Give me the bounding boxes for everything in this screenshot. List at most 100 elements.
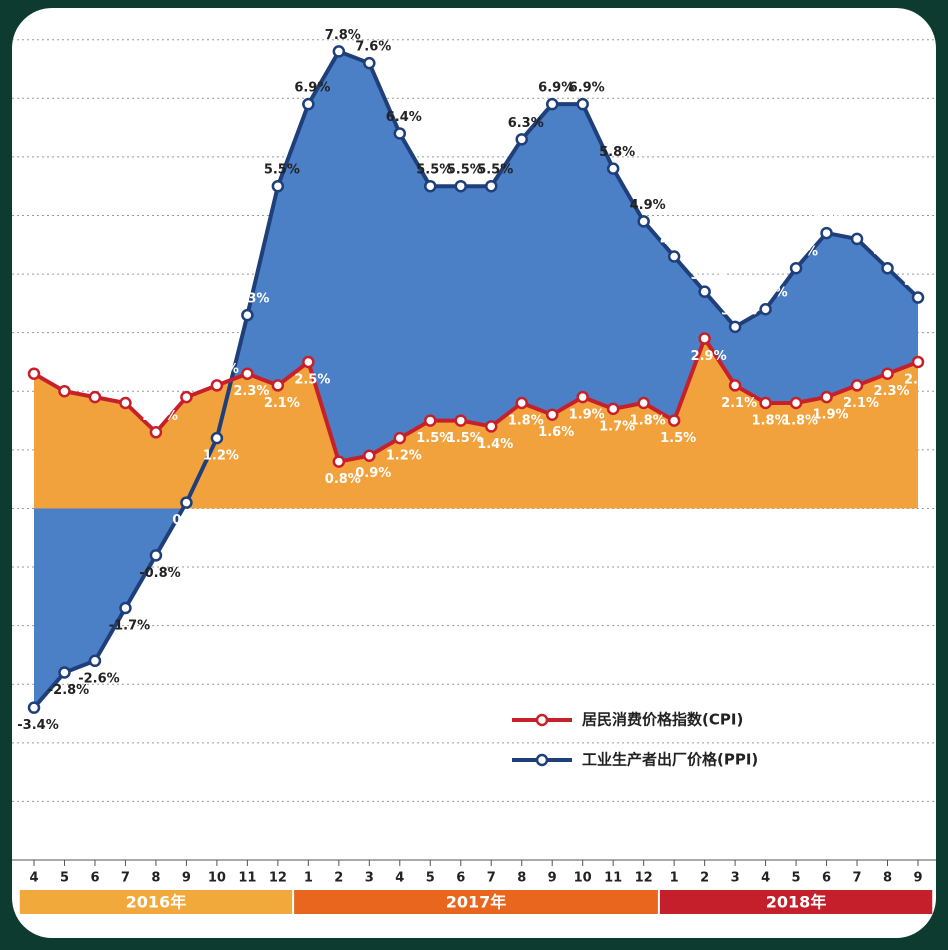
- data-label: 2.3%: [233, 384, 269, 399]
- x-tick-label: 2: [334, 871, 343, 886]
- x-tick-label: 12: [269, 871, 287, 886]
- point: [27, 701, 41, 714]
- point: [58, 385, 71, 398]
- point: [484, 420, 498, 433]
- data-label: 6.9%: [294, 81, 330, 96]
- data-label: 1.7%: [599, 419, 635, 434]
- point: [363, 449, 376, 462]
- data-label: 5.5%: [447, 163, 483, 178]
- x-tick-label: 1: [304, 871, 313, 886]
- data-label: 1.9%: [813, 408, 849, 423]
- data-label: 1.4%: [477, 437, 513, 452]
- x-tick-label: 12: [635, 871, 653, 886]
- data-label: 4.3%: [660, 233, 696, 248]
- point: [454, 414, 468, 427]
- point: [149, 426, 163, 439]
- data-label: 3.3%: [233, 292, 269, 307]
- data-label: 1.8%: [752, 413, 788, 428]
- line: [32, 48, 920, 709]
- x-tick-label: 6: [456, 871, 465, 886]
- point: [515, 396, 528, 410]
- data-label: 1.3%: [142, 409, 178, 424]
- x-tick-label: 9: [548, 871, 557, 886]
- x-tick-label: 3: [365, 871, 374, 886]
- point: [637, 396, 650, 410]
- point: [271, 379, 285, 392]
- data-label: 2.1%: [264, 396, 300, 411]
- point: [576, 97, 589, 111]
- point: [667, 414, 681, 427]
- point: [789, 261, 803, 275]
- point: [637, 215, 650, 228]
- point: [820, 390, 833, 404]
- point: [545, 97, 559, 111]
- point: [606, 402, 620, 416]
- year-label: 2016年: [126, 893, 187, 912]
- data-label: 5.5%: [416, 163, 452, 178]
- data-label: 4.6%: [843, 215, 879, 230]
- x-tick-label: 8: [517, 871, 526, 886]
- point: [576, 390, 589, 404]
- point: [180, 496, 193, 509]
- year-band: [659, 890, 933, 914]
- data-label: 2.3%: [20, 350, 56, 365]
- data-label: 2.5%: [294, 372, 330, 387]
- point: [881, 261, 894, 275]
- point: [850, 232, 864, 246]
- point: [332, 45, 346, 58]
- point: [515, 133, 528, 146]
- point: [119, 601, 132, 615]
- point: [424, 179, 437, 193]
- x-tick-label: 9: [913, 871, 922, 886]
- data-label: -3.4%: [17, 718, 58, 733]
- point: [728, 379, 742, 392]
- point: [88, 654, 102, 668]
- point: [728, 320, 742, 334]
- data-label: 4.7%: [813, 210, 849, 225]
- point: [698, 285, 711, 298]
- point: [88, 390, 102, 404]
- point: [241, 308, 254, 322]
- point: [393, 127, 407, 140]
- data-label: 6.9%: [569, 81, 605, 96]
- data-label: 1.5%: [660, 431, 696, 446]
- x-tick-label: 2: [700, 871, 709, 886]
- data-label: 6.9%: [538, 81, 574, 96]
- x-tick-label: 7: [121, 871, 130, 886]
- point: [484, 179, 498, 193]
- x-tick-label: 5: [792, 871, 801, 886]
- x-tick-label: 5: [60, 871, 69, 886]
- point: [210, 431, 224, 445]
- x-tick-label: 4: [29, 871, 38, 886]
- year-band: [19, 890, 293, 914]
- data-label: 1.2%: [203, 449, 239, 464]
- card: -3.4% -2.8% -2.6% -1.7% -0.8% 0.1% 1.2% 3.3% 5.5…: [12, 8, 936, 938]
- data-label: -1.7%: [109, 619, 150, 634]
- data-label: -2.6%: [78, 671, 119, 686]
- data-label: 1.8%: [782, 413, 818, 428]
- data-label: 1.5%: [447, 431, 483, 446]
- chart: -3.4% -2.8%-2.6% -1.7% -0.8% 0.1% 1.2% 3.3% 5.5…: [12, 28, 936, 914]
- data-label: 1.6%: [538, 425, 574, 440]
- x-tick-label: 1: [670, 871, 679, 886]
- point: [789, 396, 803, 410]
- point: [332, 455, 346, 468]
- year-label: 2018年: [766, 893, 827, 912]
- x-tick-label: 9: [182, 871, 191, 886]
- x-tick-label: 7: [487, 871, 496, 886]
- point: [363, 56, 376, 70]
- x-tick-label: 4: [395, 871, 404, 886]
- point: [850, 379, 864, 392]
- x-tick-label: 11: [238, 871, 256, 886]
- data-label: 1.8%: [630, 413, 666, 428]
- data-label: 2.3%: [873, 384, 909, 399]
- point: [27, 367, 41, 380]
- data-label: 1.8%: [111, 379, 147, 394]
- data-label: 1.9%: [569, 408, 605, 423]
- point: [759, 302, 772, 316]
- point: [911, 291, 925, 304]
- data-label: -2.8%: [48, 683, 89, 698]
- data-label: 5.8%: [599, 145, 635, 160]
- data-label: 2.1%: [203, 362, 239, 377]
